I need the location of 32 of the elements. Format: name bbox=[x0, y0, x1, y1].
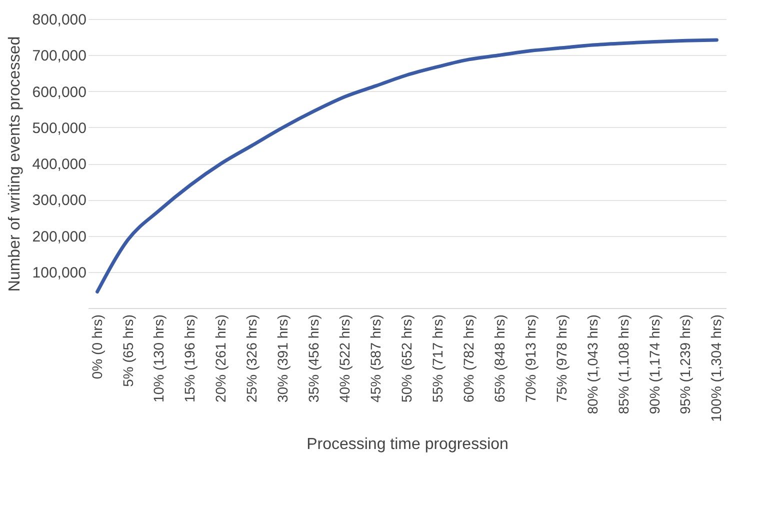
x-tick-label: 65% (848 hrs) bbox=[491, 314, 508, 402]
x-tick-label: 35% (456 hrs) bbox=[306, 314, 322, 402]
x-tick-label: 55% (717 hrs) bbox=[429, 314, 446, 402]
x-tick-label: 40% (522 hrs) bbox=[336, 314, 353, 402]
x-tick-label: 80% (1,043 hrs) bbox=[584, 314, 600, 414]
x-axis-title: Processing time progression bbox=[306, 436, 508, 453]
x-tick-label: 95% (1,239 hrs) bbox=[677, 314, 694, 414]
x-tick-label: 50% (652 hrs) bbox=[398, 314, 414, 402]
x-tick-label: 85% (1,108 hrs) bbox=[615, 314, 632, 414]
y-tick-label: 600,000 bbox=[32, 84, 86, 101]
y-tick-label: 100,000 bbox=[32, 264, 86, 282]
x-tick-label: 75% (978 hrs) bbox=[553, 314, 570, 402]
y-tick-label: 800,000 bbox=[32, 12, 86, 28]
x-tick-label: 30% (391 hrs) bbox=[274, 314, 291, 402]
x-tick-label: 0% (0 hrs) bbox=[88, 314, 105, 380]
y-tick-label: 300,000 bbox=[32, 192, 86, 210]
x-tick-label: 10% (130 hrs) bbox=[150, 314, 167, 402]
y-tick-label: 500,000 bbox=[32, 120, 86, 137]
y-tick-label: 200,000 bbox=[32, 228, 86, 246]
x-tick-label: 90% (1,174 hrs) bbox=[646, 314, 662, 414]
x-tick-label: 25% (326 hrs) bbox=[244, 314, 260, 402]
x-tick-label: 20% (261 hrs) bbox=[212, 314, 229, 402]
line-series bbox=[96, 38, 718, 294]
x-tick-label: 100% (1,304 hrs) bbox=[708, 314, 724, 422]
x-tick-label: 70% (913 hrs) bbox=[522, 314, 538, 402]
y-tick-label: 400,000 bbox=[32, 156, 86, 173]
x-tick-label: 45% (587 hrs) bbox=[368, 314, 384, 402]
x-tick-label: 60% (782 hrs) bbox=[460, 314, 476, 402]
x-tick-label: 15% (196 hrs) bbox=[182, 314, 198, 402]
x-tick-label: 5% (65 hrs) bbox=[120, 314, 136, 387]
y-tick-label: 700,000 bbox=[32, 48, 86, 65]
y-axis-title: Number of writing events processed bbox=[6, 36, 24, 292]
